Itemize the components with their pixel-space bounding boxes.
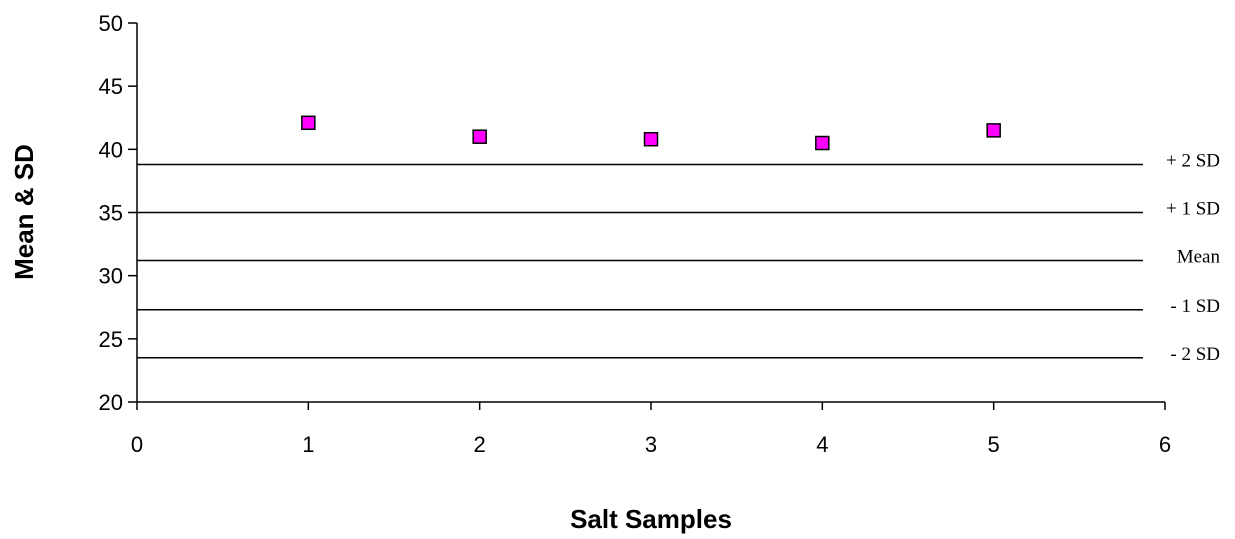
x-tick-label: 5 [988,432,1000,457]
data-point [986,123,1001,138]
x-tick-label: 2 [474,432,486,457]
y-axis-title: Mean & SD [9,144,39,280]
data-point [301,115,316,131]
reference-line-label: Mean [1177,247,1221,268]
y-tick-label: 30 [99,264,123,289]
reference-line-label: + 2 SD [1166,150,1220,171]
y-tick-label: 45 [99,74,123,99]
y-tick-label: 20 [99,390,123,415]
x-tick-label: 6 [1159,432,1171,457]
data-point [815,135,830,151]
data-points [301,115,1001,151]
data-point [643,131,659,147]
y-ticks: 20 25 30 35 40 45 50 [99,11,137,415]
x-tick-label: 3 [645,432,657,457]
reference-line-label: + 1 SD [1166,199,1220,220]
y-tick-label: 35 [99,201,123,226]
reference-line-label: - 2 SD [1170,344,1220,365]
x-axis-title: Salt Samples [570,504,732,534]
x-tick-label: 0 [131,432,143,457]
x-ticks: 0 1 2 3 4 5 6 [131,402,1171,457]
y-tick-label: 25 [99,327,123,352]
y-tick-label: 40 [99,137,123,162]
x-tick-label: 4 [816,432,828,457]
reference-lines: + 2 SD + 1 SD Mean - 1 SD - 2 SD [137,150,1221,365]
y-tick-label: 50 [99,11,123,36]
reference-line-label: - 1 SD [1170,296,1220,317]
x-tick-label: 1 [302,432,314,457]
data-point [472,129,487,144]
